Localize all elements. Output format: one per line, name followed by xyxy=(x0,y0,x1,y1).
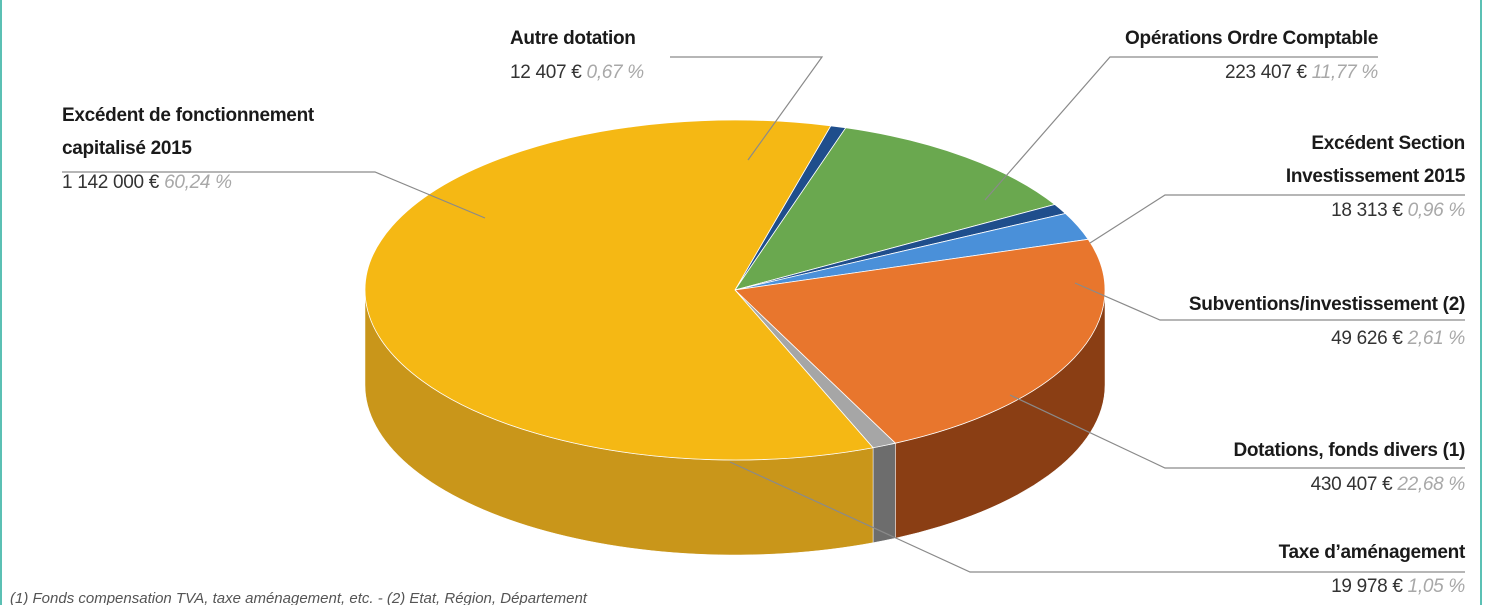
slice-label: Opérations Ordre Comptable 223 407 € 11,7… xyxy=(1125,22,1378,91)
amount-line: 1 142 000 € 60,24 % xyxy=(62,165,392,201)
category-name: Dotations, fonds divers (1) xyxy=(1233,440,1465,461)
slice-label: Excédent de fonctionnement capitalisé 20… xyxy=(62,99,392,201)
leaders xyxy=(62,56,1465,573)
category-name: Taxe d’aménagement xyxy=(1278,542,1466,563)
amount-label: 430 407 € xyxy=(1310,474,1393,495)
percent-label: 1,05 % xyxy=(1407,576,1466,597)
leader-line xyxy=(1009,394,1465,469)
percent-label: 0,67 % xyxy=(586,62,645,83)
slice-label: Subventions/investissement (2) 49 626 € 2… xyxy=(1189,288,1465,357)
amount-label: 223 407 € xyxy=(1224,62,1307,83)
amount-line: 12 407 € 0,67 % xyxy=(510,55,644,91)
amount-label: 18 313 € xyxy=(1331,200,1403,221)
leader-line xyxy=(670,56,824,161)
category-name: Opérations Ordre Comptable xyxy=(1125,28,1378,49)
percent-label: 0,96 % xyxy=(1407,200,1466,221)
leader-line xyxy=(1074,282,1465,321)
category-name: Excédent de fonctionnement capitalisé 20… xyxy=(62,105,314,159)
slice xyxy=(734,238,1106,444)
amount-line: 18 313 € 0,96 % xyxy=(1255,193,1465,229)
amount-line: 19 978 € 1,05 % xyxy=(1279,569,1465,605)
percent-label: 2,61 % xyxy=(1407,328,1466,349)
percent-label: 11,77 % xyxy=(1311,62,1379,83)
amount-line: 430 407 € 22,68 % xyxy=(1233,467,1466,503)
sides xyxy=(364,289,1106,556)
slice-label: Autre dotation 12 407 € 0,67 % xyxy=(510,22,644,91)
slice-side xyxy=(872,442,896,544)
slice xyxy=(364,119,874,461)
category-name: Subventions/investissement (2) xyxy=(1188,294,1465,315)
percent-label: 22,68 % xyxy=(1397,474,1465,495)
leader-line xyxy=(984,56,1378,201)
slice-label: Taxe d’aménagement 19 978 € 1,05 % xyxy=(1278,536,1466,605)
leader-line xyxy=(729,461,1465,573)
percent-label: 60,24 % xyxy=(164,172,232,193)
leader-line xyxy=(62,171,486,219)
slices xyxy=(364,119,1106,556)
leader-line xyxy=(1089,194,1465,244)
footnote: (1) Fonds compensation TVA, taxe aménage… xyxy=(10,590,587,605)
category-name: Excédent Section Investissement 2015 xyxy=(1285,133,1465,187)
amount-label: 12 407 € xyxy=(510,62,582,83)
amount-label: 49 626 € xyxy=(1331,328,1403,349)
slice-label: Excédent Section Investissement 2015 18 3… xyxy=(1255,127,1465,229)
amount-line: 223 407 € 11,77 % xyxy=(1125,55,1378,91)
amount-line: 49 626 € 2,61 % xyxy=(1189,321,1465,357)
amount-label: 1 142 000 € xyxy=(62,172,160,193)
amount-label: 19 978 € xyxy=(1331,576,1403,597)
slice-label: Dotations, fonds divers (1) 430 407 € 22,… xyxy=(1233,434,1465,503)
category-name: Autre dotation xyxy=(510,28,636,49)
slice xyxy=(734,127,1056,291)
